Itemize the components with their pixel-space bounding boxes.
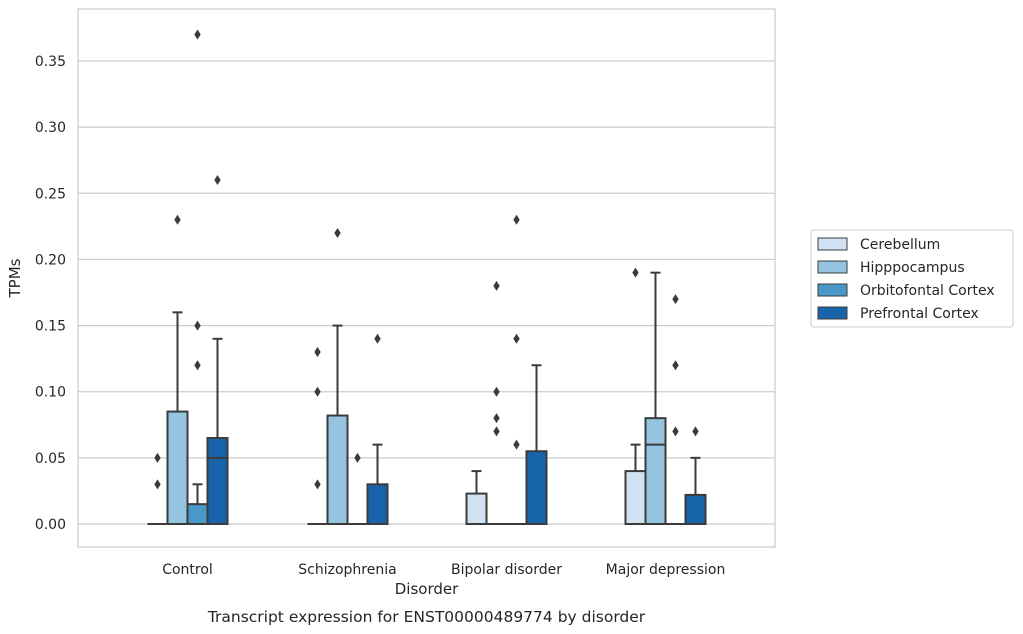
outlier-point [374,333,381,344]
y-tick-label: 0.10 [35,385,66,401]
outlier-point [692,426,699,437]
outlier-point [493,386,500,397]
legend-items: Cerebellum Hipppocampus Orbitofontal Corte… [817,237,995,322]
outlier-point [154,479,161,490]
outlier-point [672,360,679,371]
x-tick-label: Major depression [606,562,726,578]
box [684,493,707,526]
outlier-point [174,214,181,225]
category-group [465,214,548,525]
y-tick-label: 0.30 [35,120,66,136]
y-tick-label: 0.20 [35,252,66,268]
box [644,417,667,525]
box [525,450,548,525]
legend-swatch [817,237,848,251]
box [166,410,189,525]
legend-label: Hipppocampus [860,260,965,276]
legend-swatch [817,260,848,274]
outlier-point [314,347,321,358]
outlier-point [194,29,201,40]
category-group [147,29,229,525]
y-tick-label: 0.00 [35,517,66,533]
x-tick-labels: Control Schizophrenia Bipolar disorder Majo… [162,562,725,578]
y-tick-label: 0.25 [35,186,66,202]
outlier-point [513,439,520,450]
box [624,470,647,526]
category-group [307,227,389,526]
outlier-point [632,267,639,278]
outlier-point [214,175,221,186]
box [206,437,229,525]
y-tick-label: 0.35 [35,54,66,70]
box [326,414,349,526]
y-tick-labels: 0.00 0.05 0.10 0.15 0.20 0.25 0.30 0.35 [35,54,66,533]
outlier-point [154,452,161,463]
outlier-point [513,214,520,225]
legend-box [810,229,1014,328]
box [465,492,488,525]
legend: Cerebellum Hipppocampus Orbitofontal Corte… [810,229,1014,328]
y-tick-label: 0.05 [35,451,66,467]
outlier-point [194,320,201,331]
x-tick-label: Control [162,562,213,578]
outlier-point [493,413,500,424]
outlier-point [513,333,520,344]
x-axis-label: Disorder [395,580,459,598]
box-groups [147,29,707,526]
y-tick-label: 0.15 [35,319,66,335]
outlier-point [672,294,679,305]
x-tick-label: Schizophrenia [298,562,396,578]
outlier-point [314,479,321,490]
x-tick-label: Bipolar disorder [451,562,562,578]
legend-label: Orbitofontal Cortex [860,283,995,299]
category-group [624,267,707,526]
outlier-point [354,452,361,463]
legend-swatch [817,283,848,297]
box [186,503,209,525]
legend-label: Cerebellum [860,237,940,253]
outlier-point [194,360,201,371]
outlier-point [493,280,500,291]
outlier-point [314,386,321,397]
box [366,483,389,526]
outlier-point [672,426,679,437]
legend-swatch [817,306,848,320]
y-axis-label: TPMs [6,258,24,298]
outlier-point [334,227,341,238]
outlier-point [493,426,500,437]
chart-caption: Transcript expression for ENST0000048977… [207,608,646,626]
legend-label: Prefrontal Cortex [860,306,979,322]
